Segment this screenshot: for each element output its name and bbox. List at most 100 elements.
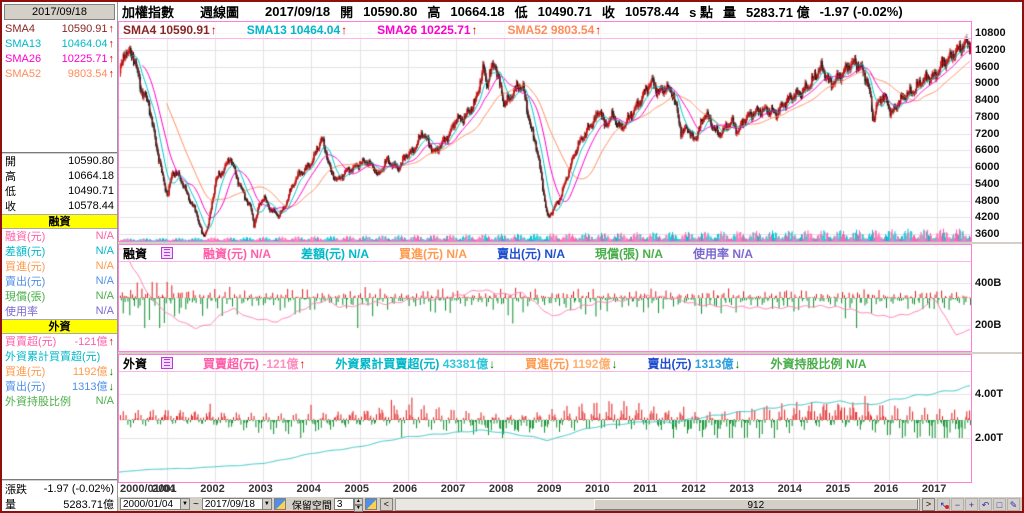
- sidebar-sma-row: SMA13 10464.04↑: [2, 36, 117, 51]
- legend-value: N/A: [845, 356, 867, 371]
- sidebar-ohlc-row: 開 10590.80: [2, 154, 117, 169]
- sma-legend-item[interactable]: SMA4 10590.91↑: [123, 23, 217, 37]
- range-from-value: 2000/01/04: [123, 498, 174, 510]
- stat-value: N/A: [95, 275, 114, 287]
- main-chart-canvas[interactable]: [119, 22, 971, 241]
- sidebar-date-box[interactable]: 2017/09/18: [4, 4, 115, 20]
- sidebar-stat-row: 外資持股比例 N/A: [2, 394, 117, 409]
- range-to-dropdown-arrow[interactable]: ▼: [261, 498, 272, 510]
- chart-toolbar: 2000/01/04 ▼ ~ 2017/09/18 ▼ 保留空間 3 ▲ ▼ < …: [118, 496, 1022, 512]
- panel-menu-icon[interactable]: [161, 357, 174, 369]
- close-suffix: s 點: [689, 5, 713, 20]
- margin-legend-item: 現償(張) N/A: [595, 246, 664, 261]
- quote-sidebar: 2017/09/18 SMA4 10590.91↑ SMA13 10464.04↑ SM…: [2, 2, 118, 511]
- stat-label: 使用率: [5, 306, 38, 318]
- sidebar-date: 2017/09/18: [31, 6, 88, 18]
- margin-legend-item: 差額(元) N/A: [301, 246, 370, 261]
- margin-plot[interactable]: 融資 融資(元) N/A 差額(元) N/A 買進(元) N/A 賣出(元) N/A 現償…: [118, 244, 972, 352]
- change-value: -1.97 (-0.02%): [43, 482, 114, 495]
- chart-area: 加權指數 週線圖 2017/09/18 開 10590.80 高 10664.1…: [118, 2, 1022, 512]
- sma-label: SMA52: [5, 67, 42, 80]
- stat-value: N/A: [95, 260, 114, 272]
- sidebar-stat-row: 使用率 N/A: [2, 304, 117, 319]
- zoom-out-icon[interactable]: −: [951, 497, 964, 511]
- sma-label: SMA13: [5, 37, 42, 50]
- panel-menu-icon[interactable]: [161, 247, 174, 259]
- x-axis-year-label: 2012: [681, 483, 706, 495]
- foreign-chart-canvas[interactable]: [119, 355, 971, 482]
- keep-space-spinner[interactable]: ▲ ▼: [353, 498, 363, 512]
- stat-value: N/A: [95, 290, 114, 302]
- y-axis-tick: 8400: [975, 94, 1000, 106]
- period-label[interactable]: 週線圖: [200, 5, 240, 20]
- x-axis-year-label: 2005: [344, 483, 370, 495]
- margin-y-axis: 400B 200B: [972, 244, 1022, 352]
- up-arrow-icon: ↑: [341, 23, 348, 37]
- chart-shortcut-icon-2[interactable]: [364, 498, 377, 510]
- low-label: 低: [514, 5, 528, 20]
- y-axis-tick: 10200: [975, 43, 1006, 56]
- ohlc-label: 低: [5, 186, 16, 198]
- change-label: 漲跌: [5, 483, 27, 496]
- scroll-left-button[interactable]: <: [379, 497, 393, 511]
- sma-value: 10225.71↑: [61, 52, 114, 65]
- sma-legend-item[interactable]: SMA52 9803.54↑: [507, 23, 602, 37]
- sidebar-sma-row: SMA4 10590.91↑: [2, 21, 117, 36]
- sma-legend: SMA4 10590.91↑ SMA13 10464.04↑ SMA26 10225…: [119, 22, 971, 39]
- margin-legend-item: 賣出(元) N/A: [497, 246, 566, 261]
- chart-shortcut-icon[interactable]: [273, 498, 286, 510]
- stat-value: N/A: [95, 395, 114, 407]
- stat-value: N/A: [95, 305, 114, 317]
- draw-tool-icon[interactable]: ✎: [1007, 497, 1020, 511]
- selection-box-icon[interactable]: □: [993, 497, 1006, 511]
- ohlc-label: 開: [5, 156, 16, 168]
- volume-label: 量: [5, 498, 16, 511]
- down-arrow-icon: ↓: [611, 356, 618, 371]
- keep-space-input[interactable]: 3: [333, 498, 354, 510]
- sma-legend-item[interactable]: SMA26 10225.71↑: [377, 23, 478, 37]
- stat-label: 買進(元): [5, 366, 46, 378]
- y-axis-tick: 7800: [975, 110, 1000, 123]
- stat-label: 賣出(元): [5, 381, 46, 393]
- up-arrow-icon: ↑: [108, 22, 115, 35]
- foreign-plot[interactable]: 外資 買賣超(元) -121億↑ 外資累計買賣超(元) 43381億↓ 買進(元) 1…: [118, 354, 972, 483]
- sma-legend-item[interactable]: SMA13 10464.04↑: [246, 23, 348, 37]
- sma-value: 9803.54↑: [67, 67, 114, 80]
- y-axis-tick: 9000: [975, 77, 1000, 90]
- price-plot[interactable]: SMA4 10590.91↑ SMA13 10464.04↑ SMA26 10225…: [118, 21, 972, 242]
- tool-icon-group: ↖ − + ↶ □ ✎: [936, 497, 1020, 511]
- sidebar-stat-row: 融資(元) N/A: [2, 229, 117, 244]
- y-axis-tick: 2.00T: [975, 432, 1004, 444]
- up-arrow-icon: ↑: [299, 356, 306, 371]
- x-axis-year-label: 2002: [200, 483, 225, 495]
- y-axis-tick: 10800: [975, 27, 1006, 39]
- pointer-tool-icon[interactable]: ↖: [937, 497, 950, 511]
- range-to-dropdown[interactable]: 2017/09/18: [201, 498, 262, 510]
- margin-chart-canvas[interactable]: [119, 245, 971, 351]
- down-arrow-icon: ↓: [489, 356, 496, 371]
- stat-label: 外資累計買賣超(元): [5, 351, 101, 363]
- range-from-dropdown-arrow[interactable]: ▼: [180, 498, 190, 510]
- scrollbar-page-count: 912: [747, 499, 765, 511]
- stat-value: N/A: [95, 245, 114, 257]
- up-arrow-icon: ↑: [210, 23, 217, 37]
- volume-value: 5283.71億: [63, 498, 114, 511]
- stat-label: 現償(張): [5, 291, 46, 303]
- sidebar-stat-row: 賣出(元) 1313億↓: [2, 379, 117, 394]
- stat-label: 買賣超(元): [5, 336, 57, 348]
- scrollbar-track[interactable]: 912: [394, 497, 920, 511]
- instrument-name: 加權指數: [122, 5, 175, 20]
- y-axis-tick: 200B: [975, 319, 1002, 331]
- y-axis-tick: 6600: [975, 144, 1000, 157]
- sidebar-ohlc-row: 低 10490.71: [2, 184, 117, 199]
- scrollbar-thumb[interactable]: 912: [593, 498, 918, 511]
- undo-icon[interactable]: ↶: [979, 497, 992, 511]
- sidebar-stat-row: 買進(元) 1192億↓: [2, 364, 117, 379]
- range-from-dropdown[interactable]: 2000/01/04: [120, 498, 180, 510]
- keep-space-value: 3: [336, 499, 343, 510]
- stat-value: 1313億↓: [72, 381, 114, 393]
- zoom-in-icon[interactable]: +: [965, 497, 978, 511]
- margin-legend-title: 融資: [123, 246, 148, 261]
- legend-value: N/A: [250, 246, 272, 261]
- scroll-right-button[interactable]: >: [922, 497, 935, 511]
